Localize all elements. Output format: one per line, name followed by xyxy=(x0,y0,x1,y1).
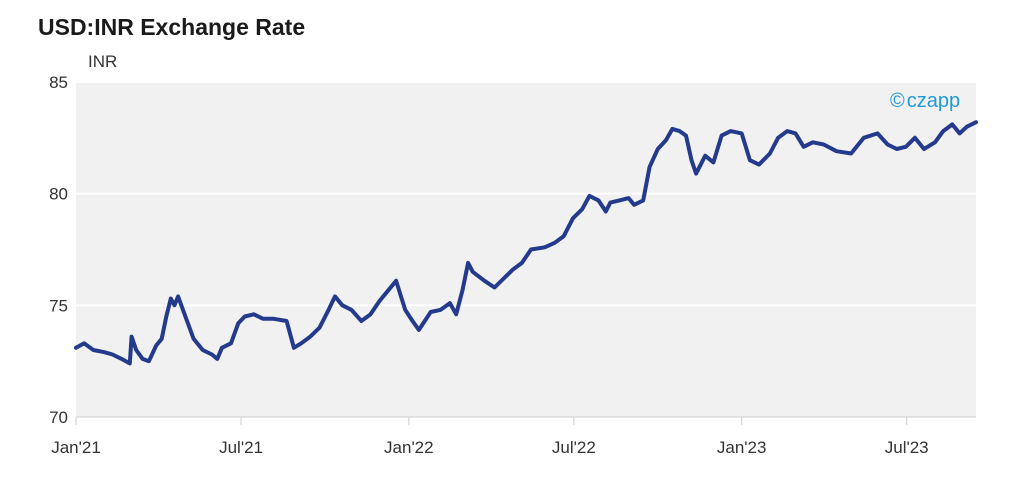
y-tick-label: 70 xyxy=(49,408,68,427)
x-tick-label: Jul'23 xyxy=(885,438,929,457)
y-axis-ticks: 70 75 80 85 xyxy=(49,73,68,427)
grid-lines xyxy=(76,81,976,307)
y-axis-label: INR xyxy=(88,52,118,71)
y-tick-label: 75 xyxy=(49,296,68,315)
y-tick-label: 80 xyxy=(49,185,68,204)
x-tick-label: Jan'22 xyxy=(384,438,434,457)
plot-background xyxy=(76,82,976,417)
brand-text: czapp xyxy=(906,90,961,112)
copyright-icon: © xyxy=(890,90,905,112)
brand-logo: © czapp xyxy=(890,90,960,113)
x-tick-label: Jul'22 xyxy=(552,438,596,457)
y-tick-label: 85 xyxy=(49,73,68,92)
x-axis-ticks: Jan'21 Jul'21 Jan'22 Jul'22 Jan'23 Jul'23 xyxy=(51,417,929,457)
x-tick-label: Jul'21 xyxy=(219,438,263,457)
x-tick-label: Jan'21 xyxy=(51,438,101,457)
series-line xyxy=(74,120,978,366)
x-tick-label: Jan'23 xyxy=(717,438,767,457)
chart-title: USD:INR Exchange Rate xyxy=(38,14,306,40)
